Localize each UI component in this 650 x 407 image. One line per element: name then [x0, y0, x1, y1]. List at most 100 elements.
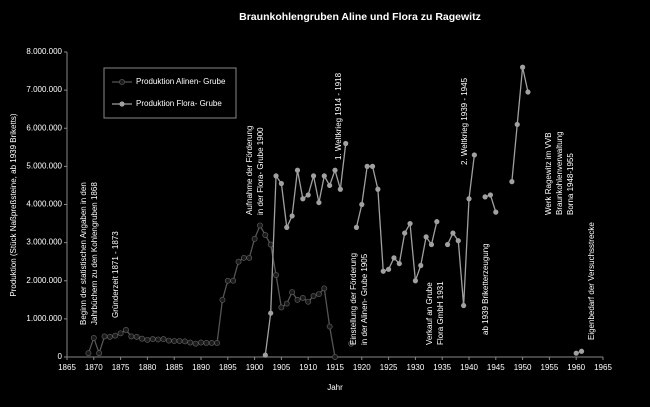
- data-point: [262, 232, 269, 238]
- data-point: [289, 213, 295, 219]
- data-point: [423, 234, 429, 240]
- data-point: [578, 348, 585, 354]
- data-point: [310, 293, 317, 299]
- data-point: [208, 339, 215, 346]
- data-point: [278, 304, 285, 311]
- data-point: [305, 298, 312, 305]
- x-tick-label: 1930: [407, 363, 425, 372]
- annotation: Eigenbedarf der Versuchsstrecke: [587, 222, 596, 340]
- annotation: Borna 1948-1955: [566, 153, 575, 215]
- data-point: [273, 272, 279, 278]
- y-tick-label: 8.000.000: [26, 47, 62, 56]
- data-point: [90, 335, 97, 341]
- data-point: [466, 196, 472, 202]
- data-point: [487, 192, 494, 198]
- annotation: 1. Weltkrieg 1914 - 1918: [334, 72, 343, 160]
- x-tick-label: 1895: [219, 363, 237, 372]
- data-point: [396, 260, 402, 267]
- data-point: [289, 289, 296, 296]
- x-tick-label: 1940: [460, 363, 478, 372]
- y-tick-label: 6.000.000: [26, 123, 62, 132]
- data-point: [332, 354, 338, 360]
- x-tick-label: 1900: [246, 363, 264, 372]
- data-point: [230, 277, 237, 284]
- data-point: [251, 235, 258, 242]
- data-point: [380, 268, 386, 274]
- x-tick-label: 1915: [326, 363, 344, 372]
- data-point: [525, 89, 531, 95]
- data-point: [187, 339, 194, 346]
- y-tick-label: 2.000.000: [26, 276, 62, 285]
- data-point: [144, 336, 151, 343]
- data-point: [117, 330, 124, 337]
- annotation: ab 1939 Briketterzeugung: [481, 243, 490, 335]
- y-tick-label: 5.000.000: [26, 161, 62, 170]
- x-tick-label: 1935: [433, 363, 451, 372]
- y-tick-label: 1.000.000: [26, 314, 62, 323]
- data-point: [375, 186, 381, 192]
- data-point: [444, 241, 451, 248]
- data-point: [203, 339, 210, 346]
- x-axis-label: Jahr: [327, 383, 343, 392]
- data-point: [219, 296, 226, 303]
- data-point: [246, 254, 253, 261]
- annotation: Verkauf an Grube: [425, 282, 434, 345]
- data-point: [192, 340, 199, 347]
- data-point: [364, 163, 370, 169]
- data-point: [149, 336, 156, 342]
- data-point: [455, 238, 461, 244]
- data-point: [273, 173, 279, 179]
- data-point: [450, 230, 456, 236]
- data-point: [386, 266, 392, 272]
- data-point: [321, 173, 327, 179]
- data-point: [235, 258, 242, 265]
- data-point: [412, 278, 418, 284]
- data-point: [326, 323, 333, 330]
- data-point: [214, 339, 220, 346]
- data-point: [369, 163, 376, 169]
- legend-label: Produktion Alinen- Grube: [136, 77, 226, 86]
- data-point: [321, 285, 328, 292]
- y-tick-label: 4.000.000: [26, 200, 62, 209]
- legend-label: Produktion Flora- Grube: [136, 99, 222, 108]
- data-point: [182, 338, 188, 345]
- data-point: [520, 64, 526, 70]
- series-line: [88, 225, 351, 357]
- x-tick-label: 1890: [192, 363, 210, 372]
- x-tick-label: 1880: [139, 363, 157, 372]
- data-point: [278, 180, 284, 187]
- data-point: [327, 182, 333, 189]
- data-point: [257, 222, 263, 229]
- x-tick-label: 1885: [165, 363, 183, 372]
- data-point: [471, 152, 477, 158]
- data-point: [176, 338, 183, 344]
- data-point: [428, 241, 435, 248]
- chart-title: Braunkohlengruben Aline und Flora zu Rag…: [239, 11, 481, 23]
- data-point: [573, 350, 579, 356]
- annotation: Braunkohlenverwaltung: [555, 131, 564, 215]
- annotation: Gründerzeit 1871 - 1873: [111, 231, 120, 318]
- y-tick-label: 0: [58, 352, 63, 361]
- data-point: [160, 336, 167, 342]
- data-point: [165, 337, 172, 344]
- data-point: [283, 300, 290, 307]
- annotation: Flora GmbH 1931: [436, 281, 445, 345]
- data-point: [198, 339, 204, 346]
- data-point: [359, 201, 365, 208]
- data-point: [299, 295, 306, 301]
- data-point: [96, 350, 103, 357]
- data-point: [337, 186, 343, 192]
- x-tick-label: 1945: [487, 363, 505, 372]
- data-point: [133, 333, 140, 340]
- data-point: [509, 179, 515, 185]
- data-point: [391, 255, 397, 261]
- y-tick-label: 3.000.000: [26, 238, 62, 247]
- data-point: [262, 352, 268, 358]
- annotation: Beginn der statistischen Angaben in den: [79, 182, 88, 325]
- annotation: in der Flora- Grube 1900: [256, 127, 265, 215]
- x-tick-label: 1875: [112, 363, 130, 372]
- data-point: [240, 254, 247, 261]
- data-point: [434, 219, 440, 225]
- data-point: [101, 333, 108, 340]
- series-line: [264, 67, 582, 356]
